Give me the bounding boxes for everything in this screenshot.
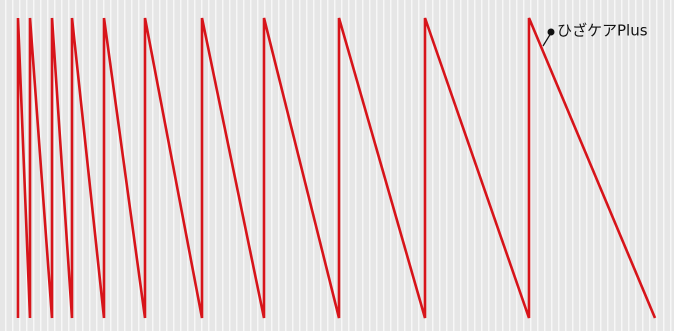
data-line — [16, 17, 657, 319]
annotation: ひざケアPlus — [557, 22, 648, 40]
annotation-dot — [547, 28, 555, 36]
